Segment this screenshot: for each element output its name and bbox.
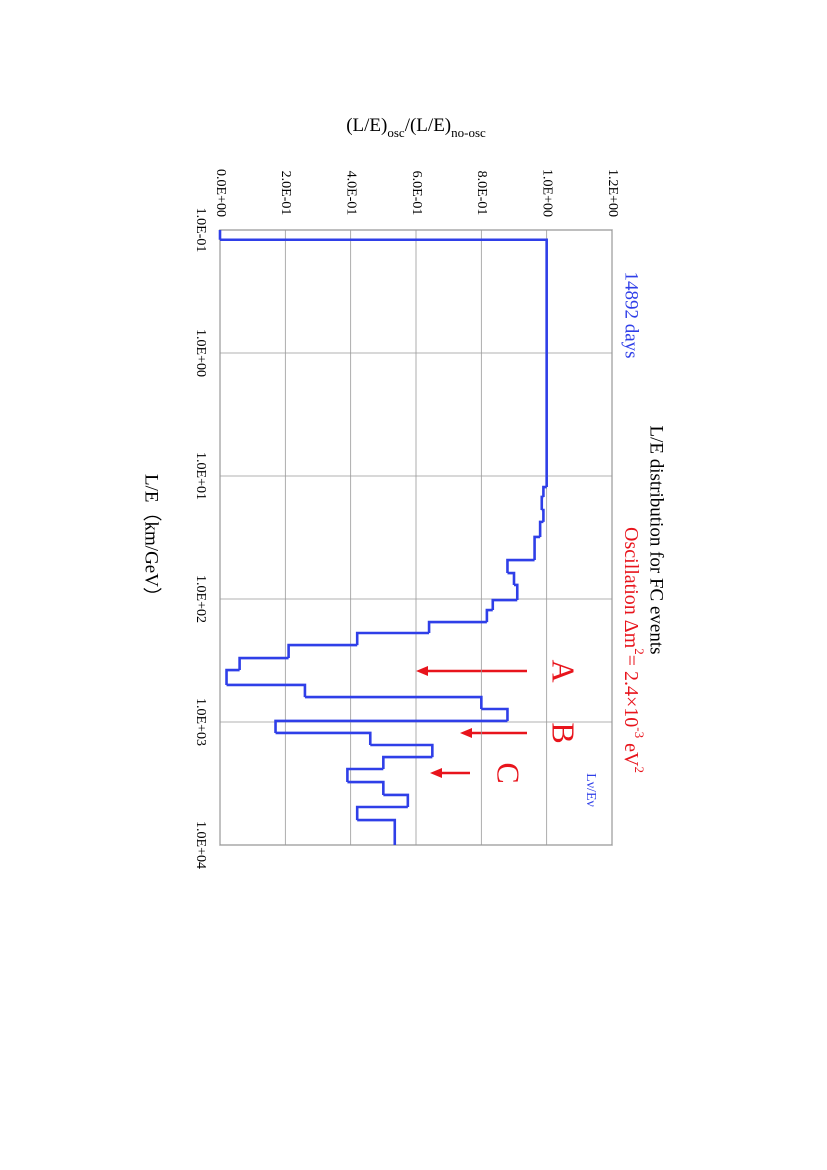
oscillation-annotation: Oscillation Δm2= 2.4×10-3 eV2 [620,527,646,773]
histogram-step [491,598,518,611]
x-tick-label: 1.0E+02 [193,575,208,623]
histogram-step [355,805,408,821]
x-axis-label: L/E（km/GeV） [141,474,163,606]
x-tick-label: 1.0E+04 [193,821,208,869]
text-part: (L/E) [346,115,387,136]
histogram-step [506,558,535,574]
histogram-step [481,707,509,721]
histogram-step [304,695,483,710]
histogram-step [382,755,433,769]
text-part: Oscillation Δm [620,527,642,649]
y-tick-label: 1.0E+00 [539,169,554,217]
text-part: eV [620,738,642,767]
histogram-step [357,818,397,845]
histogram-step [225,668,240,685]
arrow-label: B [546,722,582,743]
histogram-step [542,485,547,497]
x-tick-label: 1.0E+00 [193,329,208,377]
x-tick-label: 1.0E+01 [193,452,208,500]
histogram-step [346,767,384,783]
y-tick-label: 4.0E-01 [343,171,358,216]
histogram-step [226,683,307,698]
histogram-step [514,583,519,601]
histogram-step [485,608,493,623]
arrow-label: C [491,762,527,783]
arrow-head [416,666,428,676]
histogram-step [383,793,410,808]
histogram-step [220,238,548,488]
y-tick-label: 6.0E-01 [409,171,424,216]
arrow-head [430,768,442,778]
histogram-step [370,743,434,758]
text-part: = 2.4×10 [620,655,642,728]
arrows [416,666,527,778]
text-part: 2 [632,648,647,655]
histogram-step [355,631,430,646]
text-part: -3 [632,727,647,738]
text-part: no-osc [451,125,486,140]
histogram-step [538,520,544,537]
subtitle: 14892 days [621,271,642,358]
arrow-label: A [546,659,582,682]
histogram-step [541,508,545,522]
arrow-head [460,728,472,738]
y-tick-label: 8.0E-01 [474,171,489,216]
text-part: /(L/E) [405,115,451,136]
text-part: osc [387,125,405,140]
y-tick-label: 2.0E-01 [278,171,293,216]
histogram-step [347,780,385,795]
histogram-step [238,656,289,671]
chart-title: L/E distribution for FC events [646,425,667,654]
histogram-step [427,620,487,634]
x-tick-label: 1.0E-01 [193,208,208,253]
histogram-step [540,495,544,511]
y-tick-label: 1.2E+00 [605,169,620,217]
y-axis-label: (L/E)osc/(L/E)no-osc [346,115,486,140]
histogram-step [275,731,372,745]
histogram-step [274,719,508,733]
histogram-step [533,535,541,561]
histogram-step [287,643,358,659]
x-tick-label: 1.0E+03 [193,698,208,746]
rotated-chart: L/E distribution for FC events 14892 day… [141,115,667,869]
text-part: 2 [632,766,647,773]
histogram-step [507,571,516,585]
marks-label: Lν/Eν [583,773,598,807]
y-tick-label: 0.0E+00 [213,169,228,217]
